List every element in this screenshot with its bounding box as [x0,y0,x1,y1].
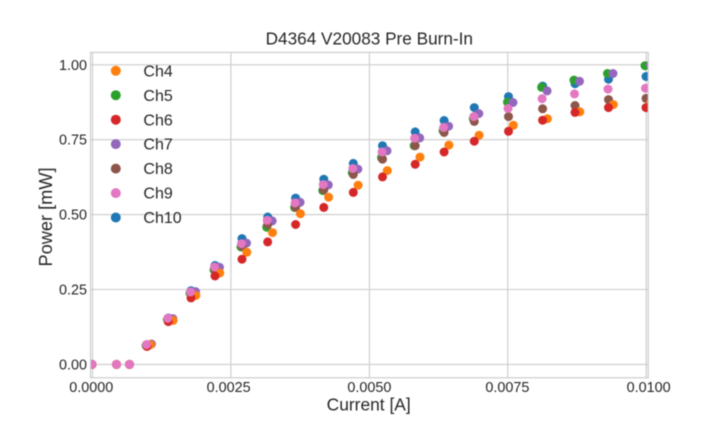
svg-text:Power [mW]: Power [mW] [36,167,56,266]
svg-text:0.75: 0.75 [59,133,87,149]
svg-text:Ch7: Ch7 [143,137,172,154]
svg-text:0.50: 0.50 [59,208,87,224]
svg-text:0.0025: 0.0025 [207,380,251,396]
svg-text:0.0075: 0.0075 [485,380,529,396]
svg-text:D4364 V20083 Pre Burn-In: D4364 V20083 Pre Burn-In [266,29,473,49]
svg-text:0.0100: 0.0100 [627,380,671,396]
svg-text:0.0000: 0.0000 [69,380,113,396]
svg-text:Ch8: Ch8 [143,161,172,178]
svg-text:Ch4: Ch4 [143,63,172,80]
svg-text:0.00: 0.00 [59,357,87,373]
svg-text:0.25: 0.25 [59,283,87,299]
svg-text:Ch9: Ch9 [143,186,172,203]
svg-text:Ch5: Ch5 [143,88,172,105]
svg-text:0.0050: 0.0050 [347,380,391,396]
svg-text:Ch6: Ch6 [143,112,172,129]
svg-text:Current [A]: Current [A] [327,394,411,414]
svg-text:Ch10: Ch10 [143,210,181,227]
svg-text:1.00: 1.00 [59,58,87,74]
